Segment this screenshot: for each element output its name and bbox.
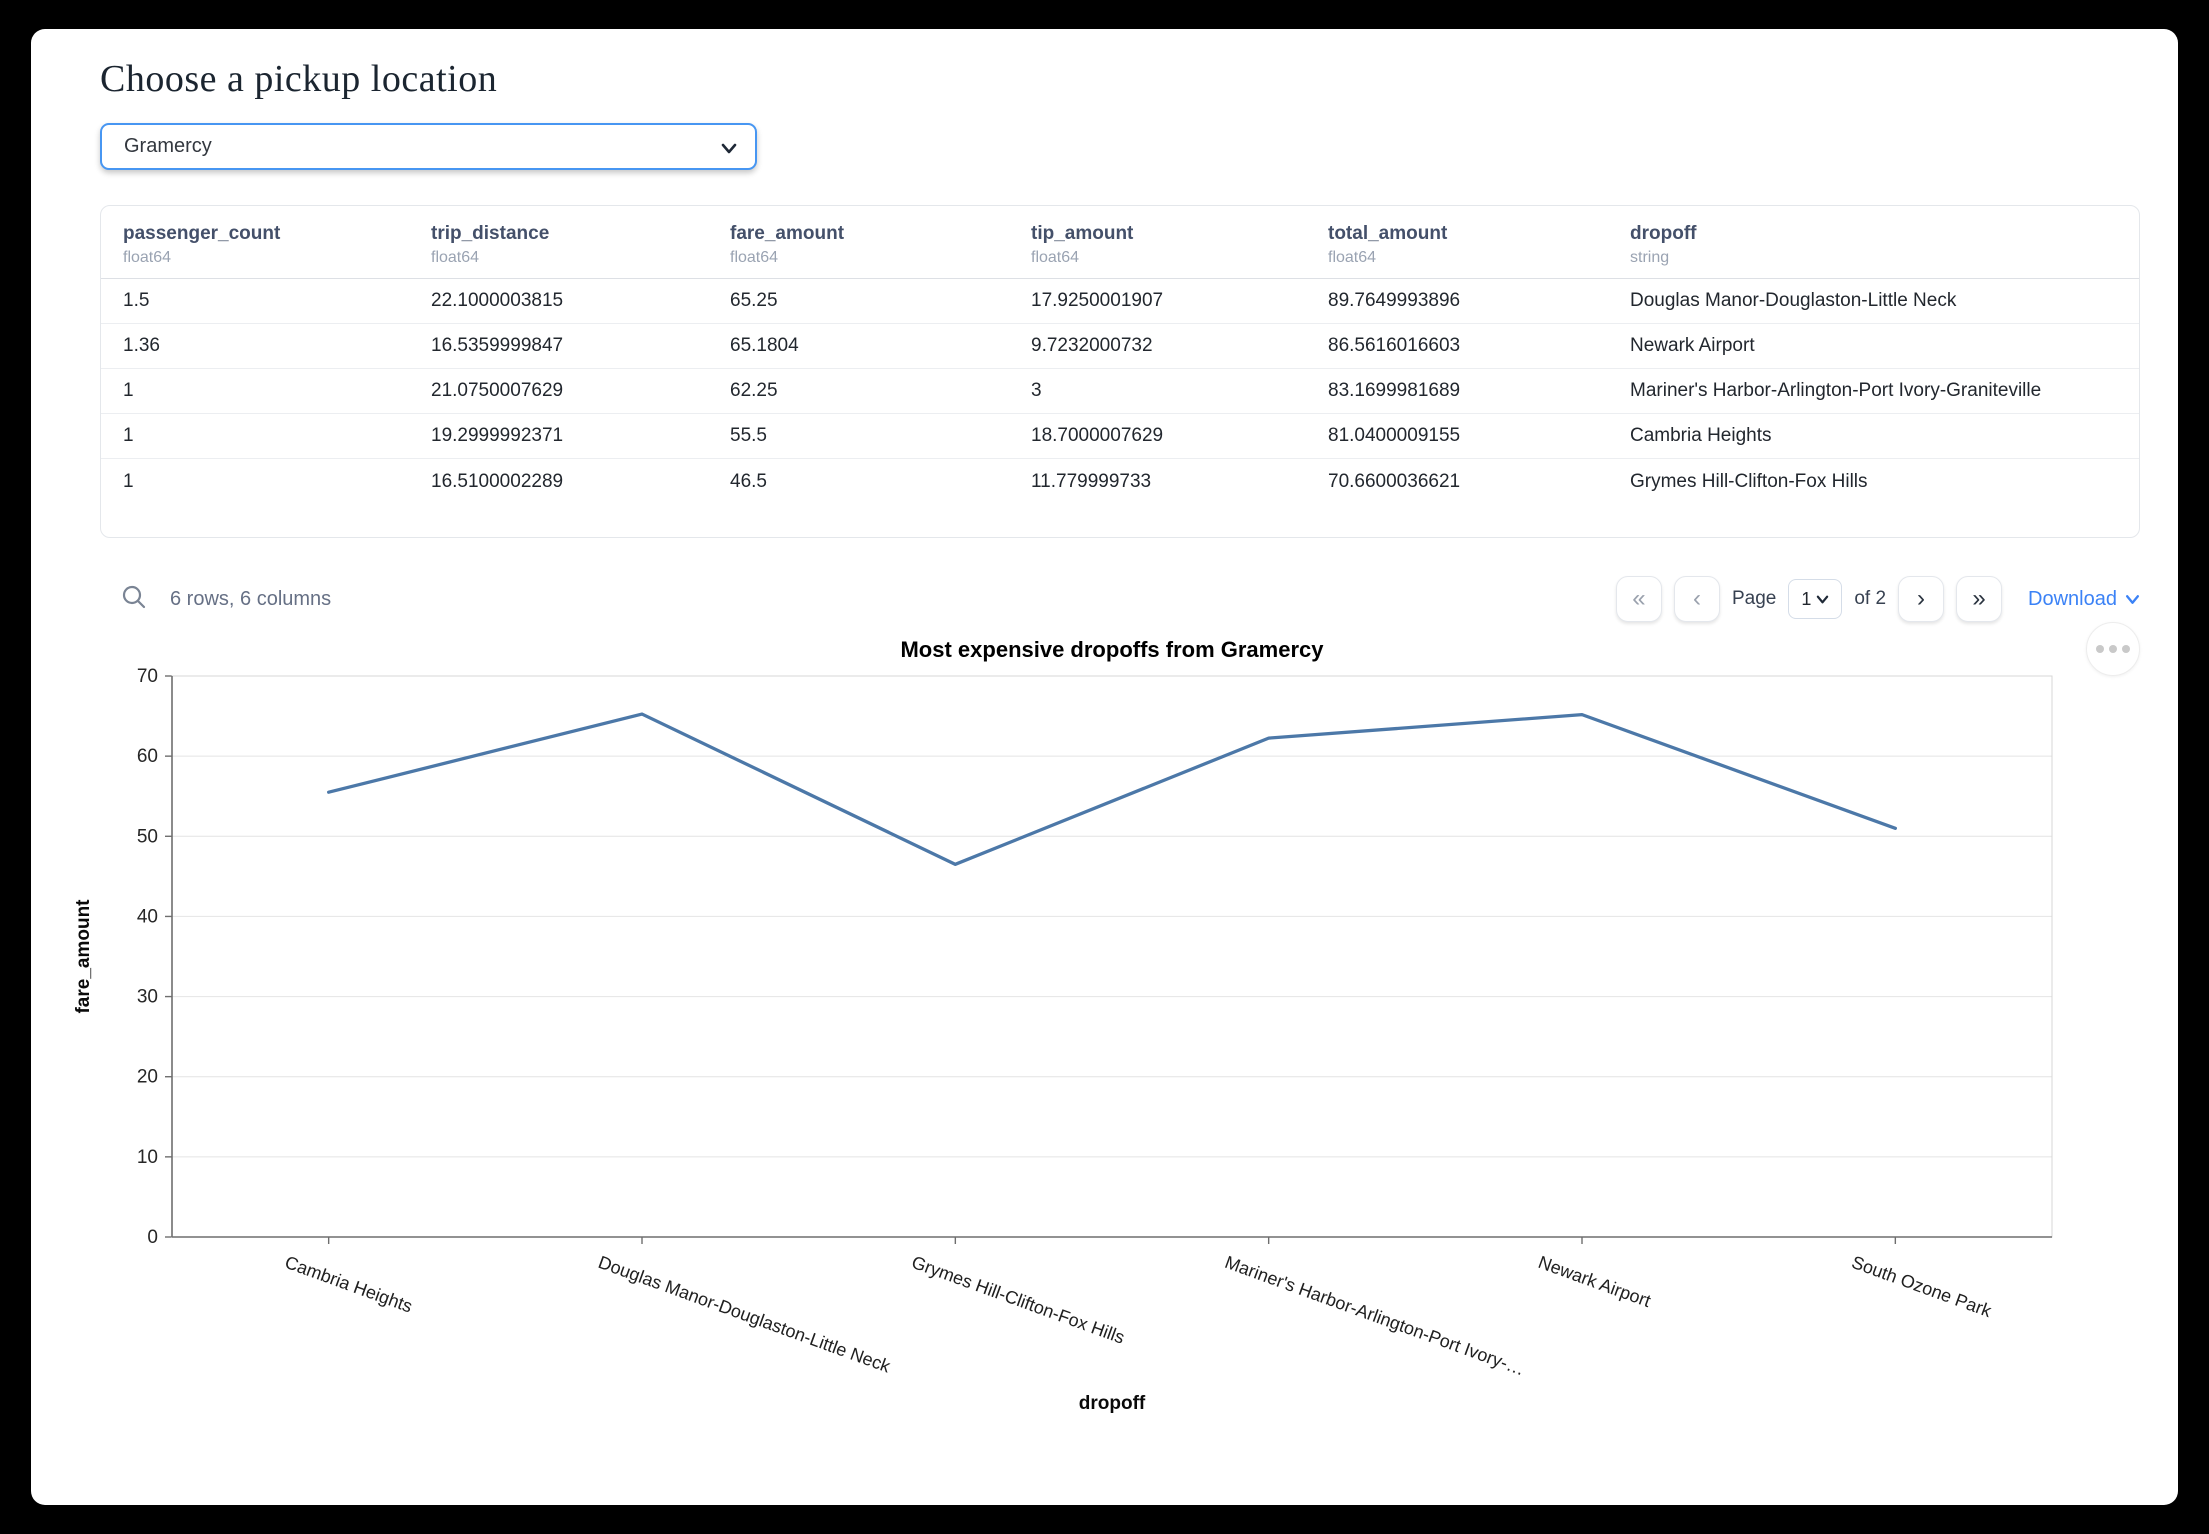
table-cell: Mariner's Harbor-Arlington-Port Ivory-Gr… xyxy=(1630,380,2042,401)
x-axis-label: Mariner's Harbor-Arlington-Port Ivory-… xyxy=(1222,1252,1527,1379)
table-cell: 55.5 xyxy=(730,425,767,446)
y-axis-tick-label: 40 xyxy=(137,906,158,927)
column-header-trip_distance[interactable]: trip_distance float64 xyxy=(409,206,708,278)
x-axis-label: Cambria Heights xyxy=(282,1252,415,1317)
table-cell: 86.5616016603 xyxy=(1328,335,1461,356)
chevron-down-icon xyxy=(719,138,739,163)
ellipsis-icon xyxy=(2096,645,2104,653)
table-cell: 1.5 xyxy=(123,290,150,311)
chart-menu-button[interactable] xyxy=(2086,622,2140,676)
line-chart: 0 10 20 30 40 50 60 70 Cambria Heights Douglas Ma… xyxy=(73,666,2053,1414)
pickup-select-value: Gramercy xyxy=(124,135,212,157)
table-cell: 21.0750007629 xyxy=(431,380,564,401)
table-cell: Grymes Hill-Clifton-Fox Hills xyxy=(1630,470,1868,492)
y-axis-tick-label: 50 xyxy=(137,826,158,847)
column-dtype: float64 xyxy=(1031,249,1080,266)
table-cell: 81.0400009155 xyxy=(1328,425,1461,446)
download-button[interactable]: Download xyxy=(2028,588,2140,611)
column-dtype: float64 xyxy=(431,249,480,266)
table-cell: 62.25 xyxy=(730,380,778,401)
page-label: Page xyxy=(1731,588,1777,609)
column-header-passenger_count[interactable]: passenger_count float64 xyxy=(101,206,409,278)
column-name: total_amount xyxy=(1328,223,1448,244)
table-cell: 19.2999992371 xyxy=(431,425,564,446)
x-axis-label: South Ozone Park xyxy=(1849,1252,1995,1321)
column-dtype: float64 xyxy=(730,249,779,266)
column-dtype: float64 xyxy=(1328,249,1377,266)
page-title: Choose a pickup location xyxy=(100,58,498,100)
table-cell: 18.7000007629 xyxy=(1031,425,1164,446)
x-axis-title: dropoff xyxy=(1079,1393,1146,1414)
y-axis-tick-label: 70 xyxy=(137,666,158,687)
column-dtype: string xyxy=(1630,249,1670,266)
y-axis-tick-label: 20 xyxy=(137,1067,158,1088)
table-footer: 6 rows, 6 columns « ‹ Page 1 of 2 › » Do… xyxy=(100,571,2140,627)
x-axis-label: Grymes Hill-Clifton-Fox Hills xyxy=(909,1252,1127,1348)
table-row[interactable]: 1.36 16.5359999847 65.1804 9.7232000732 86.5… xyxy=(101,324,2139,369)
column-name: tip_amount xyxy=(1031,223,1134,244)
column-name: dropoff xyxy=(1630,223,1697,244)
table-cell: 65.25 xyxy=(730,290,778,311)
search-icon[interactable] xyxy=(120,583,148,616)
table-cell: 70.6600036621 xyxy=(1328,470,1461,492)
y-axis-tick-label: 30 xyxy=(137,987,158,1008)
column-header-total_amount[interactable]: total_amount float64 xyxy=(1306,206,1608,278)
column-header-dropoff[interactable]: dropoff string xyxy=(1608,206,2139,278)
page-total-label: of 2 xyxy=(1854,588,1887,609)
table-row[interactable]: 1 16.5100002289 46.5 11.779999733 70.6600036… xyxy=(101,459,2139,504)
table-row[interactable]: 1 19.2999992371 55.5 18.7000007629 81.040000… xyxy=(101,414,2139,459)
table-cell: 46.5 xyxy=(730,470,767,492)
y-axis-tick-label: 60 xyxy=(137,746,158,767)
table-cell: 89.7649993896 xyxy=(1328,290,1461,311)
table-cell: Douglas Manor-Douglaston-Little Neck xyxy=(1630,290,1957,311)
y-axis-title: fare_amount xyxy=(73,899,94,1014)
prev-page-button[interactable]: ‹ xyxy=(1673,576,1720,622)
table-cell: Cambria Heights xyxy=(1630,425,1772,446)
table-cell: 16.5359999847 xyxy=(431,335,564,356)
app-card: Choose a pickup location Gramercy passen… xyxy=(31,29,2178,1505)
x-axis-label: Douglas Manor-Douglaston-Little Neck xyxy=(596,1252,894,1377)
page-number-value: 1 xyxy=(1801,588,1812,609)
column-header-fare_amount[interactable]: fare_amount float64 xyxy=(708,206,1009,278)
chevron-down-icon xyxy=(2125,594,2140,604)
table-row[interactable]: 1.5 22.1000003815 65.25 17.9250001907 89.764… xyxy=(101,279,2139,324)
table-cell: 65.1804 xyxy=(730,335,799,356)
row-column-count: 6 rows, 6 columns xyxy=(170,587,332,610)
chart-title: Most expensive dropoffs from Gramercy xyxy=(900,637,1324,662)
table-cell: 3 xyxy=(1031,380,1042,401)
last-page-button[interactable]: » xyxy=(1956,576,2003,622)
y-axis-tick-label: 10 xyxy=(137,1147,158,1168)
table-cell: 17.9250001907 xyxy=(1031,290,1164,311)
next-page-button[interactable]: › xyxy=(1898,576,1945,622)
table-cell: 83.1699981689 xyxy=(1328,380,1461,401)
column-header-tip_amount[interactable]: tip_amount float64 xyxy=(1009,206,1306,278)
page-number-select[interactable]: 1 xyxy=(1788,579,1843,619)
table-cell: 1 xyxy=(123,425,134,446)
table-body: 1.5 22.1000003815 65.25 17.9250001907 89.764… xyxy=(101,279,2139,504)
table-cell: 1.36 xyxy=(123,335,160,356)
column-name: fare_amount xyxy=(730,223,845,244)
x-axis-label: Newark Airport xyxy=(1536,1252,1654,1311)
download-label: Download xyxy=(2028,587,2117,610)
table-row[interactable]: 1 21.0750007629 62.25 3 83.1699981689 Mariner… xyxy=(101,369,2139,414)
table-cell: Newark Airport xyxy=(1630,335,1755,356)
caret-down-icon xyxy=(1817,595,1829,603)
table-cell: 16.5100002289 xyxy=(431,470,564,492)
table-cell: 11.779999733 xyxy=(1031,470,1152,492)
pickup-location-select[interactable]: Gramercy xyxy=(100,123,757,170)
table-cell: 22.1000003815 xyxy=(431,290,564,311)
first-page-button[interactable]: « xyxy=(1615,576,1662,622)
column-name: passenger_count xyxy=(123,223,281,244)
column-dtype: float64 xyxy=(123,249,172,266)
table-cell: 1 xyxy=(123,470,134,492)
table-cell: 1 xyxy=(123,380,134,401)
table-cell: 9.7232000732 xyxy=(1031,335,1153,356)
y-axis-tick-label: 0 xyxy=(147,1227,158,1248)
column-name: trip_distance xyxy=(431,223,550,244)
data-line xyxy=(327,712,1897,866)
